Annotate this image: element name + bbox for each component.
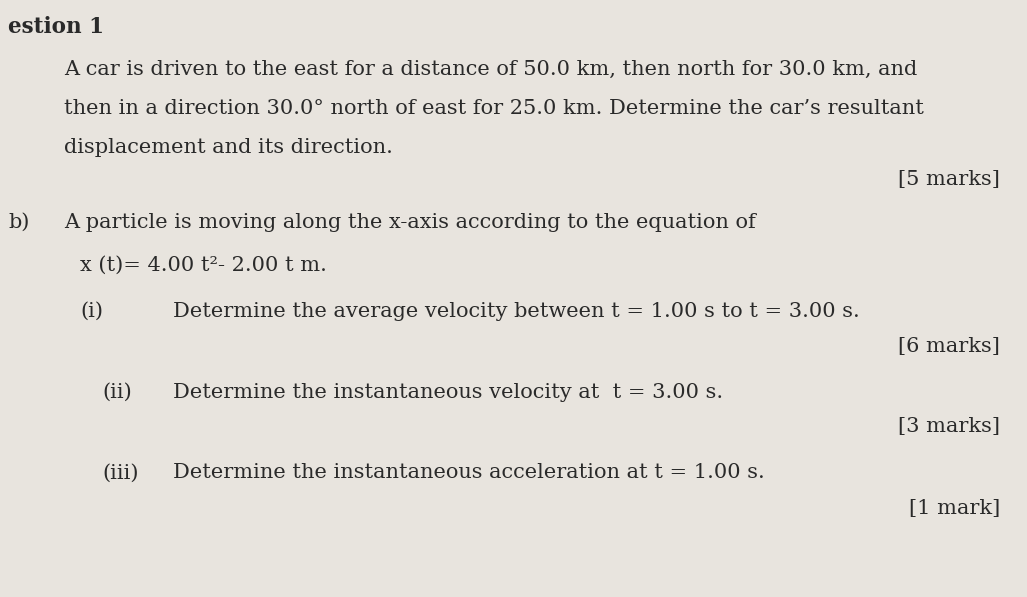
- Text: (iii): (iii): [103, 463, 140, 482]
- Text: Determine the instantaneous velocity at  t = 3.00 s.: Determine the instantaneous velocity at …: [173, 383, 723, 402]
- Text: displacement and its direction.: displacement and its direction.: [64, 138, 392, 157]
- Text: [6 marks]: [6 marks]: [899, 337, 1000, 356]
- Text: x (t)= 4.00 t²- 2.00 t m.: x (t)= 4.00 t²- 2.00 t m.: [80, 256, 327, 275]
- Text: Determine the average velocity between t = 1.00 s to t = 3.00 s.: Determine the average velocity between t…: [173, 302, 860, 321]
- Text: [5 marks]: [5 marks]: [899, 170, 1000, 189]
- Text: estion 1: estion 1: [8, 16, 104, 38]
- Text: Determine the instantaneous acceleration at t = 1.00 s.: Determine the instantaneous acceleration…: [173, 463, 764, 482]
- Text: b): b): [8, 213, 30, 232]
- Text: [1 mark]: [1 mark]: [909, 499, 1000, 518]
- Text: then in a direction 30.0° north of east for 25.0 km. Determine the car’s resulta: then in a direction 30.0° north of east …: [64, 99, 923, 118]
- Text: (i): (i): [80, 302, 103, 321]
- Text: (ii): (ii): [103, 383, 132, 402]
- Text: A particle is moving along the x-axis according to the equation of: A particle is moving along the x-axis ac…: [64, 213, 756, 232]
- Text: [3 marks]: [3 marks]: [899, 417, 1000, 436]
- Text: A car is driven to the east for a distance of 50.0 km, then north for 30.0 km, a: A car is driven to the east for a distan…: [64, 60, 917, 79]
